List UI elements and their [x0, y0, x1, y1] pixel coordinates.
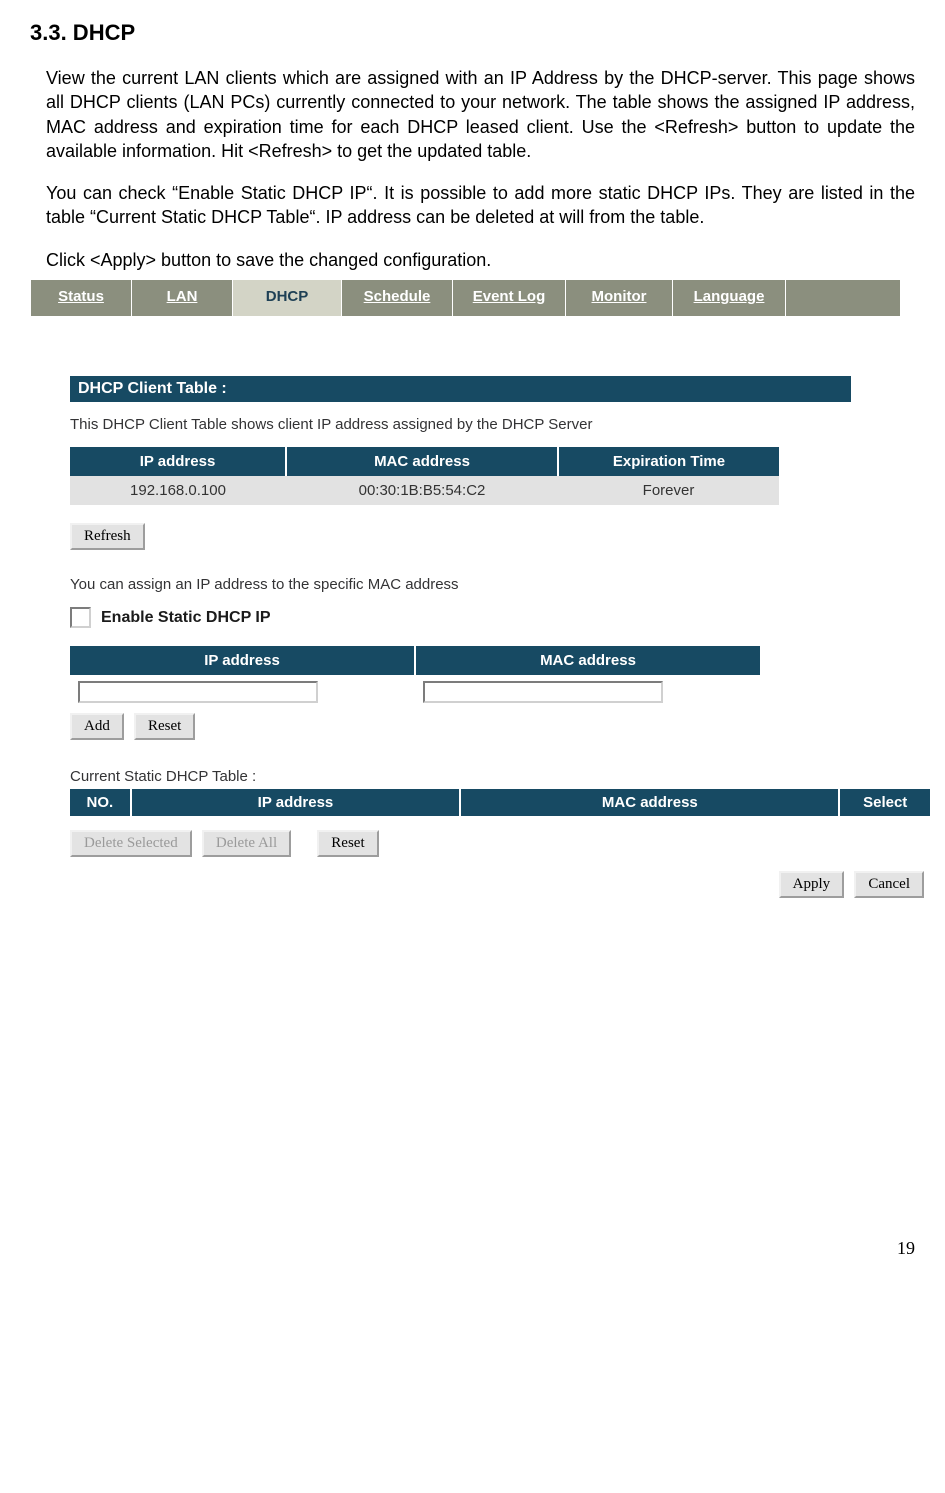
table-row [70, 675, 760, 703]
intro-paragraph-3: Click <Apply> button to save the changed… [46, 248, 915, 272]
apply-button[interactable]: Apply [779, 871, 845, 898]
static-ip-input[interactable] [78, 681, 318, 703]
current-static-table: NO. IP address MAC address Select [70, 789, 930, 816]
tab-dhcp[interactable]: DHCP [233, 280, 342, 316]
reset-button-2[interactable]: Reset [317, 830, 378, 857]
router-ui-screenshot: Status LAN DHCP Schedule Event Log Monit… [30, 280, 915, 898]
table-row: 192.168.0.100 00:30:1B:B5:54:C2 Forever [70, 476, 779, 505]
intro-paragraph-1: View the current LAN clients which are a… [46, 66, 915, 163]
tab-lan[interactable]: LAN [132, 280, 233, 316]
static-input-table: IP address MAC address [70, 646, 760, 703]
dhcp-client-table-desc: This DHCP Client Table shows client IP a… [70, 416, 900, 433]
client-ip: 192.168.0.100 [70, 476, 286, 505]
client-th-mac: MAC address [286, 447, 558, 476]
client-mac: 00:30:1B:B5:54:C2 [286, 476, 558, 505]
reset-button[interactable]: Reset [134, 713, 195, 740]
enable-static-dhcp-label: Enable Static DHCP IP [101, 609, 271, 627]
dhcp-client-table-title: DHCP Client Table : [70, 376, 851, 402]
cur-th-ip: IP address [131, 789, 461, 816]
cur-th-no: NO. [70, 789, 131, 816]
tab-monitor[interactable]: Monitor [566, 280, 673, 316]
intro-paragraph-2: You can check “Enable Static DHCP IP“. I… [46, 181, 915, 230]
tab-schedule[interactable]: Schedule [342, 280, 453, 316]
refresh-button[interactable]: Refresh [70, 523, 145, 550]
tab-eventlog[interactable]: Event Log [453, 280, 566, 316]
enable-static-dhcp-checkbox[interactable] [70, 607, 91, 628]
client-th-ip: IP address [70, 447, 286, 476]
client-exp: Forever [558, 476, 779, 505]
delete-selected-button[interactable]: Delete Selected [70, 830, 192, 857]
cancel-button[interactable]: Cancel [854, 871, 924, 898]
tab-bar: Status LAN DHCP Schedule Event Log Monit… [30, 280, 900, 316]
cur-th-select: Select [839, 789, 930, 816]
tab-language[interactable]: Language [673, 280, 786, 316]
delete-all-button[interactable]: Delete All [202, 830, 291, 857]
section-heading: 3.3. DHCP [30, 20, 915, 46]
current-static-title: Current Static DHCP Table : [70, 768, 900, 785]
cur-th-mac: MAC address [460, 789, 839, 816]
tab-status[interactable]: Status [30, 280, 132, 316]
dhcp-client-table: IP address MAC address Expiration Time 1… [70, 447, 779, 505]
assign-desc: You can assign an IP address to the spec… [70, 576, 900, 593]
add-button[interactable]: Add [70, 713, 124, 740]
static-th-ip: IP address [70, 646, 415, 675]
client-th-exp: Expiration Time [558, 447, 779, 476]
static-mac-input[interactable] [423, 681, 663, 703]
static-th-mac: MAC address [415, 646, 760, 675]
page-number: 19 [0, 898, 945, 1271]
